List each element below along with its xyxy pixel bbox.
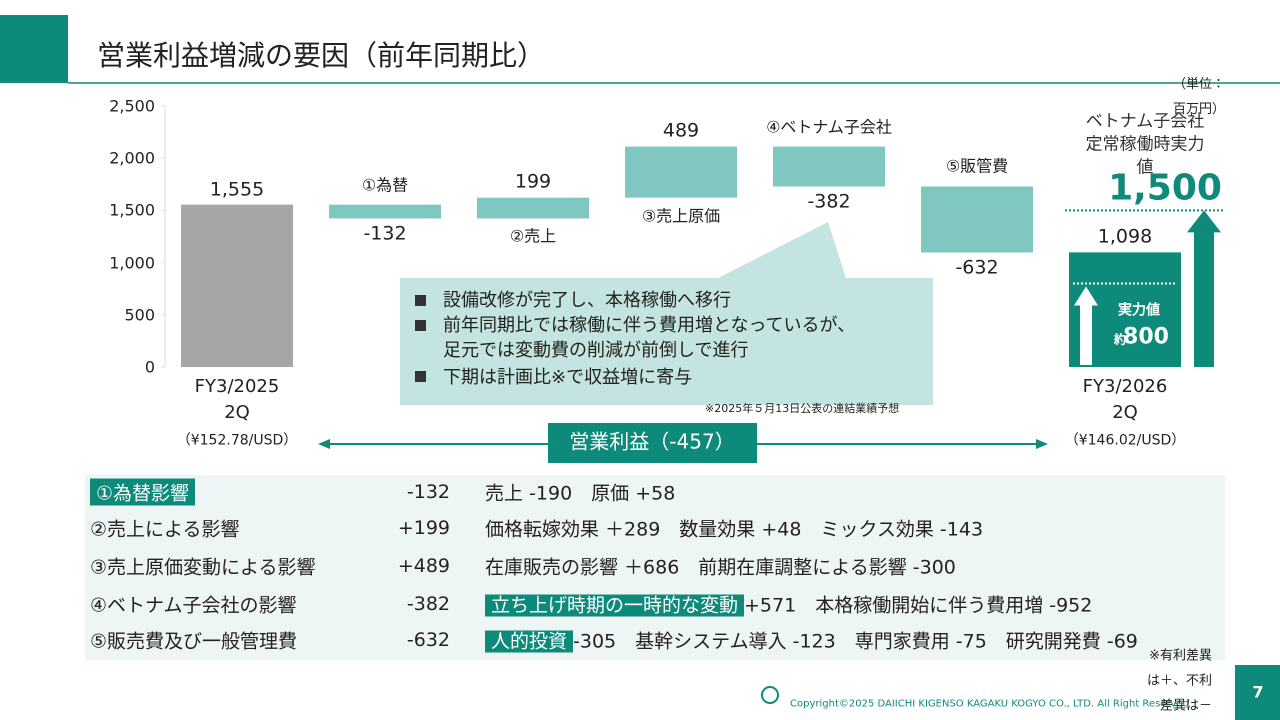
rate-label: （¥146.02/USD） [1064,432,1186,449]
page-number: 7 [1252,682,1264,702]
row-value: -632 [406,629,450,651]
category-label: ③売上原価 [641,206,721,226]
row-label: ③売上原価変動による影響 [90,556,316,579]
copyright: Copyright©2025 DAIICHI KIGENSO KAGAKU KO… [790,698,1189,710]
capacity-value: 800 [1123,324,1169,350]
bar [921,186,1033,253]
category-label: ①為替 [361,175,409,195]
callout-box [400,222,933,405]
callout-text: 前年同期比では稼働に伴う費用増となっているが、 足元では変動費の削減が前倒しで進… [443,315,856,361]
row-detail: 人的投資 -305 基幹システム導入 -123 専門家費用 -75 研究開発費 -… [485,627,1138,654]
row-value: -382 [406,593,450,615]
footnote: ※2025年５月13日公表の連結業績予想 [705,402,900,415]
footer-note: ※有利差異は＋、不利差異は－ [1146,648,1212,714]
row-label: ①為替影響 [90,478,196,506]
table-row: ①為替影響 -132 売上 -190 原価 +58 [85,474,1225,510]
table-row: ③売上原価変動による影響 +489 在庫販売の影響 ＋686 前期在庫調整による影響… [85,548,1225,584]
row-label: ⑤販売費及び一般管理費 [90,630,298,653]
table: ①為替影響 -132 売上 -190 原価 +58 ②売上による影響 +199 価格転嫁… [85,475,1225,660]
bar [181,204,293,367]
unit-note: （単位：百万円） [1172,77,1225,117]
value-label: -382 [807,190,851,213]
table-row: ⑤販売費及び一般管理費 -632 人的投資 -305 基幹システム導入 -123 専門… [85,622,1225,658]
logo [761,686,779,704]
row-label: ②売上による影響 [90,518,240,541]
value-label: 1,555 [209,178,265,201]
row-detail-text: +571 本格稼働開始に伴う費用増 -952 [744,594,1093,617]
category-label: ④ベトナム子会社 [766,117,892,137]
target-label: ベトナム子会社 定常稼働時実力値 [1085,111,1205,178]
title: 営業利益増減の要因（前年同期比） [97,39,546,72]
page-box [1235,665,1280,720]
bar [329,204,441,219]
capacity-label: 実力値 [1118,302,1160,319]
value-label: 489 [662,119,700,142]
category-label: ⑤販管費 [945,156,1009,176]
row-detail: 売上 -190 原価 +58 [485,482,676,505]
value-label: -132 [363,222,407,245]
row-value: -132 [406,481,450,503]
callout-text: 設備改修が完了し、本格稼働へ移行 [443,290,731,311]
change-box [548,423,757,463]
bar [625,146,737,198]
value-label: -632 [955,256,999,279]
row-label: ④ベトナム子会社の影響 [90,594,297,617]
capacity-prefix: 約 [1113,332,1127,347]
table-row: ④ベトナム子会社の影響 -382 立ち上げ時期の一時的な変動 +571 本格稼働開始に… [85,586,1225,622]
value-label: 199 [514,170,552,193]
bullet-marker [415,371,426,382]
target-arrow [1187,210,1221,367]
bullet-marker [415,295,426,306]
row-tag: 立ち上げ時期の一時的な変動 [485,594,745,617]
callout-text: 下期は計画比※で収益増に寄与 [443,367,693,388]
row-tag: 人的投資 [485,630,574,653]
arrow-head [1036,439,1048,449]
row-detail: 価格転嫁効果 ＋289 数量効果 +48 ミックス効果 -143 [485,518,984,541]
y-tick-label: 0 [144,357,155,377]
target-value: 1,500 [1108,167,1222,209]
row-value: +199 [397,517,450,539]
category-label: ②売上 [509,226,557,246]
rate-label: （¥152.78/USD） [176,432,298,449]
y-tick-label: 500 [124,305,155,325]
row-detail: 立ち上げ時期の一時的な変動 +571 本格稼働開始に伴う費用増 -952 [485,591,1092,618]
category-label: FY3/2025 2Q [194,376,280,423]
y-tick-label: 1,000 [109,253,155,273]
y-tick-label: 2,500 [109,96,155,116]
change-label: 営業利益（-457） [569,429,735,454]
header-mark [0,15,68,83]
row-value: +489 [397,555,450,577]
arrow-head [318,439,330,449]
y-tick-label: 2,000 [109,148,155,168]
y-tick-label: 1,500 [109,200,155,220]
value-label: 1,098 [1097,225,1153,248]
bullet-marker [415,320,426,331]
bar [477,197,589,219]
bar [773,146,885,187]
category-label: FY3/2026 2Q [1082,376,1168,423]
row-detail-text: -305 基幹システム導入 -123 専門家費用 -75 研究開発費 -69 [573,630,1138,653]
row-detail: 在庫販売の影響 ＋686 前期在庫調整による影響 -300 [485,556,956,579]
table-row: ②売上による影響 +199 価格転嫁効果 ＋289 数量効果 +48 ミックス効果 … [85,510,1225,546]
capacity-arrow [1074,286,1098,365]
